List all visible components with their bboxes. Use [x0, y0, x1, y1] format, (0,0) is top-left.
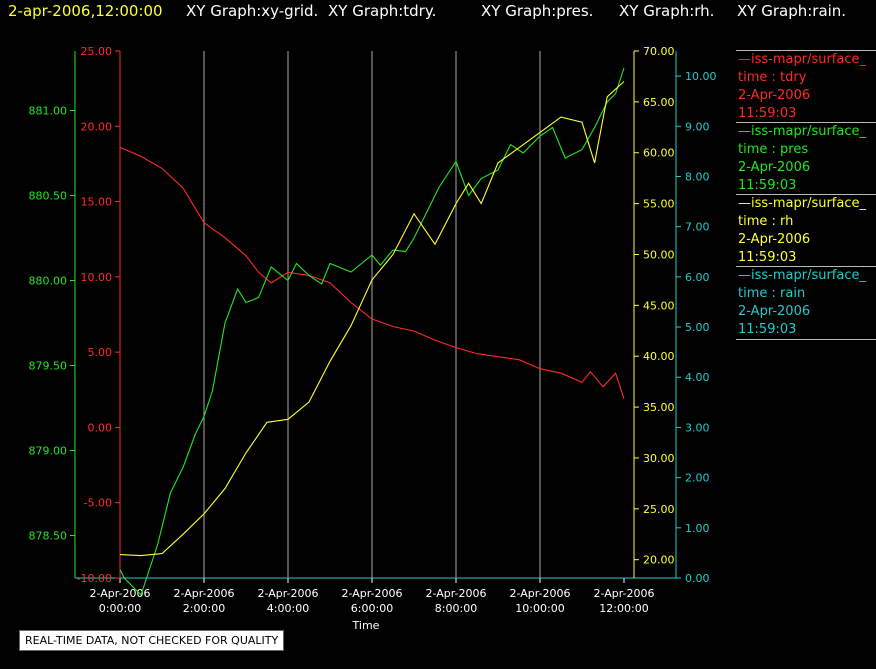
legend-separator [736, 266, 876, 267]
series-line-tdry [119, 146, 625, 399]
legend-separator [736, 50, 876, 51]
rh-tick-label: 55.00 [643, 198, 675, 211]
rain-tick-label: 8.00 [685, 170, 710, 183]
header-timestamp: 2-apr-2006,12:00:00 [8, 2, 163, 20]
rain-tick-label: 1.00 [685, 522, 710, 535]
legend-time: 11:59:03 [738, 322, 797, 337]
rh-tick-label: 25.00 [643, 503, 675, 516]
rh-tick-label: 60.00 [643, 147, 675, 160]
pres-tick-label: 880.50 [29, 190, 68, 203]
tdry-tick-label: 20.00 [81, 120, 113, 133]
x-tick-label-time: 4:00:00 [267, 602, 309, 615]
legend-separator [736, 122, 876, 123]
tdry-tick-label: 10.00 [81, 271, 113, 284]
legend-date: 2-Apr-2006 [738, 160, 811, 175]
rh-tick-label: 35.00 [643, 401, 675, 414]
legend-date: 2-Apr-2006 [738, 88, 811, 103]
pres-tick-label: 879.50 [29, 360, 68, 373]
pres-tick-label: 878.50 [29, 530, 68, 543]
legend-entry-pres[interactable]: —iss-mapr/surface_ time : pres 2-Apr-200… [738, 123, 876, 195]
legend-series-name: —iss-mapr/surface_ [738, 52, 867, 67]
legend-entry-tdry[interactable]: —iss-mapr/surface_ time : tdry 2-Apr-200… [738, 51, 876, 123]
pres-tick-label: 879.00 [29, 445, 68, 458]
legend-entry-rh[interactable]: —iss-mapr/surface_ time : rh 2-Apr-2006 … [738, 195, 876, 267]
legend-series-name: —iss-mapr/surface_ [738, 196, 867, 211]
x-tick-label-date: 2-Apr-2006 [425, 587, 486, 600]
legend-field: time : rh [738, 214, 794, 229]
legend-field: time : rain [738, 286, 806, 301]
legend-field: time : pres [738, 142, 809, 157]
legend-date: 2-Apr-2006 [738, 232, 811, 247]
header-graph-rh[interactable]: XY Graph:rh. [619, 2, 715, 20]
series-line-pres [119, 67, 625, 597]
x-tick-label-time: 12:00:00 [599, 602, 648, 615]
x-tick-label-time: 6:00:00 [351, 602, 393, 615]
legend-time: 11:59:03 [738, 250, 797, 265]
legend-separator [736, 339, 876, 340]
rain-tick-label: 4.00 [685, 371, 710, 384]
rain-tick-label: 6.00 [685, 271, 710, 284]
series-line-rh [119, 81, 625, 557]
legend-entry-rain[interactable]: —iss-mapr/surface_ time : rain 2-Apr-200… [738, 267, 876, 339]
pres-tick-label: 881.00 [29, 105, 68, 118]
rain-tick-label: 0.00 [685, 572, 710, 585]
legend-time: 11:59:03 [738, 106, 797, 121]
header-graph-pres[interactable]: XY Graph:pres. [481, 2, 594, 20]
rh-tick-label: 65.00 [643, 96, 675, 109]
tdry-tick-label: 0.00 [88, 421, 113, 434]
rain-tick-label: 3.00 [685, 421, 710, 434]
tdry-tick-label: 15.00 [81, 196, 113, 209]
header-graph-xy-grid[interactable]: XY Graph:xy-grid. [186, 2, 319, 20]
x-tick-label-date: 2-Apr-2006 [593, 587, 654, 600]
rh-tick-label: 20.00 [643, 554, 675, 567]
legend-series-name: —iss-mapr/surface_ [738, 268, 867, 283]
x-tick-label-date: 2-Apr-2006 [173, 587, 234, 600]
rh-tick-label: 40.00 [643, 350, 675, 363]
rain-tick-label: 2.00 [685, 472, 710, 485]
legend-separator [736, 194, 876, 195]
rh-tick-label: 50.00 [643, 248, 675, 261]
x-tick-label-time: 0:00:00 [99, 602, 141, 615]
quality-notice: REAL-TIME DATA, NOT CHECKED FOR QUALITY [19, 630, 285, 651]
rain-tick-label: 7.00 [685, 221, 710, 234]
legend-field: time : tdry [738, 70, 807, 85]
rh-tick-label: 70.00 [643, 45, 675, 58]
x-tick-label-date: 2-Apr-2006 [257, 587, 318, 600]
tdry-tick-label: -10.00 [77, 572, 112, 585]
legend-time: 11:59:03 [738, 178, 797, 193]
tdry-tick-label: -5.00 [84, 497, 112, 510]
rain-tick-label: 9.00 [685, 120, 710, 133]
x-tick-label-time: 10:00:00 [515, 602, 564, 615]
pres-tick-label: 880.00 [29, 275, 68, 288]
x-tick-label-date: 2-Apr-2006 [341, 587, 402, 600]
rh-tick-label: 45.00 [643, 299, 675, 312]
rain-tick-label: 10.00 [685, 70, 717, 83]
x-tick-label-time: 2:00:00 [183, 602, 225, 615]
rain-tick-label: 5.00 [685, 321, 710, 334]
tdry-tick-label: 5.00 [88, 346, 113, 359]
x-tick-label-time: 8:00:00 [435, 602, 477, 615]
header-graph-rain[interactable]: XY Graph:rain. [737, 2, 847, 20]
tdry-tick-label: 25.00 [81, 45, 113, 58]
legend-date: 2-Apr-2006 [738, 304, 811, 319]
x-axis-title: Time [352, 619, 380, 632]
rh-tick-label: 30.00 [643, 452, 675, 465]
legend-series-name: —iss-mapr/surface_ [738, 124, 867, 139]
x-tick-label-date: 2-Apr-2006 [509, 587, 570, 600]
x-tick-label-date: 2-Apr-2006 [89, 587, 150, 600]
header-graph-tdry[interactable]: XY Graph:tdry. [328, 2, 437, 20]
